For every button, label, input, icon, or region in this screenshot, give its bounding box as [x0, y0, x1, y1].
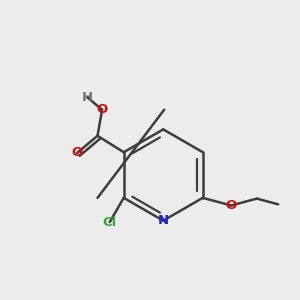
Text: O: O	[97, 103, 108, 116]
Text: Cl: Cl	[103, 216, 117, 229]
Text: O: O	[72, 146, 83, 159]
Text: H: H	[82, 91, 93, 104]
Text: O: O	[226, 199, 237, 212]
Text: N: N	[158, 214, 169, 227]
